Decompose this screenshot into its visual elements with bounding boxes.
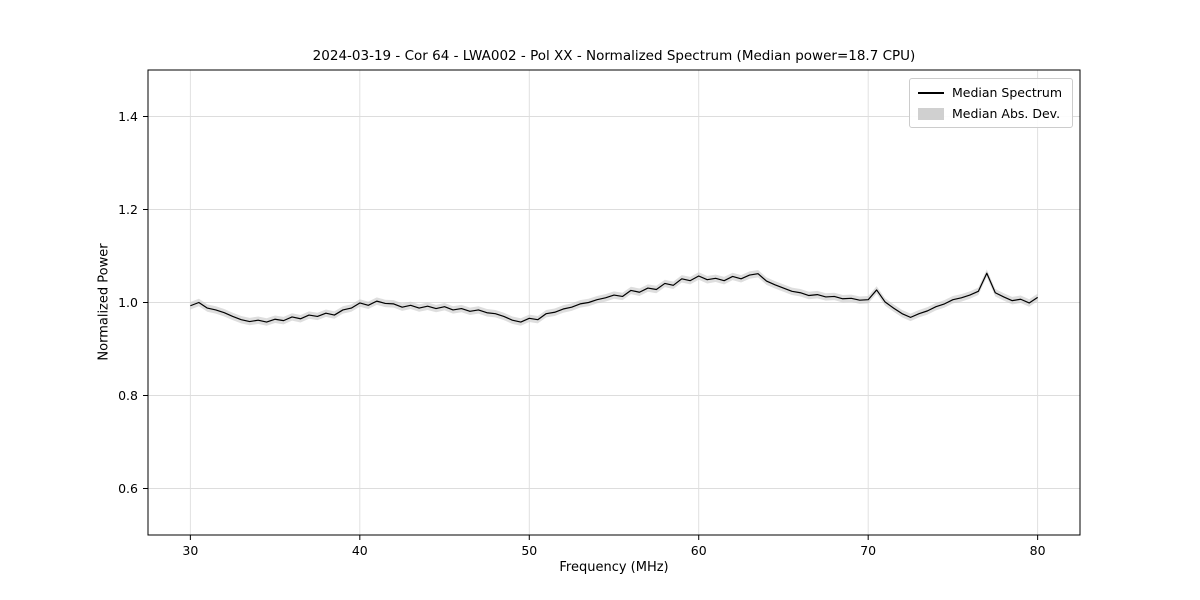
legend-patch-swatch <box>917 107 944 120</box>
x-tick-label: 80 <box>1030 543 1046 558</box>
legend-item-median-abs-dev: Median Abs. Dev. <box>917 106 1062 121</box>
x-tick-label: 30 <box>182 543 198 558</box>
y-tick-label: 1.0 <box>118 295 138 310</box>
median-abs-dev-band <box>190 269 1038 326</box>
y-axis-label: Normalized Power <box>96 243 112 361</box>
x-axis-label: Frequency (MHz) <box>559 560 669 575</box>
x-tick-label: 60 <box>691 543 707 558</box>
legend-item-median-spectrum: Median Spectrum <box>917 85 1062 100</box>
y-tick-label: 1.2 <box>118 202 138 217</box>
y-tick-label: 1.4 <box>118 109 138 124</box>
x-tick-label: 70 <box>860 543 876 558</box>
x-tick-label: 40 <box>352 543 368 558</box>
legend: Median Spectrum Median Abs. Dev. <box>908 78 1073 128</box>
x-tick-label: 50 <box>521 543 537 558</box>
legend-label: Median Abs. Dev. <box>951 106 1061 121</box>
legend-line-swatch <box>917 91 944 94</box>
median-spectrum-line <box>190 272 1038 323</box>
y-tick-label: 0.6 <box>118 481 138 496</box>
y-tick-label: 0.8 <box>118 388 138 403</box>
chart-title: 2024-03-19 - Cor 64 - LWA002 - Pol XX - … <box>312 48 916 64</box>
legend-label: Median Spectrum <box>951 85 1062 100</box>
